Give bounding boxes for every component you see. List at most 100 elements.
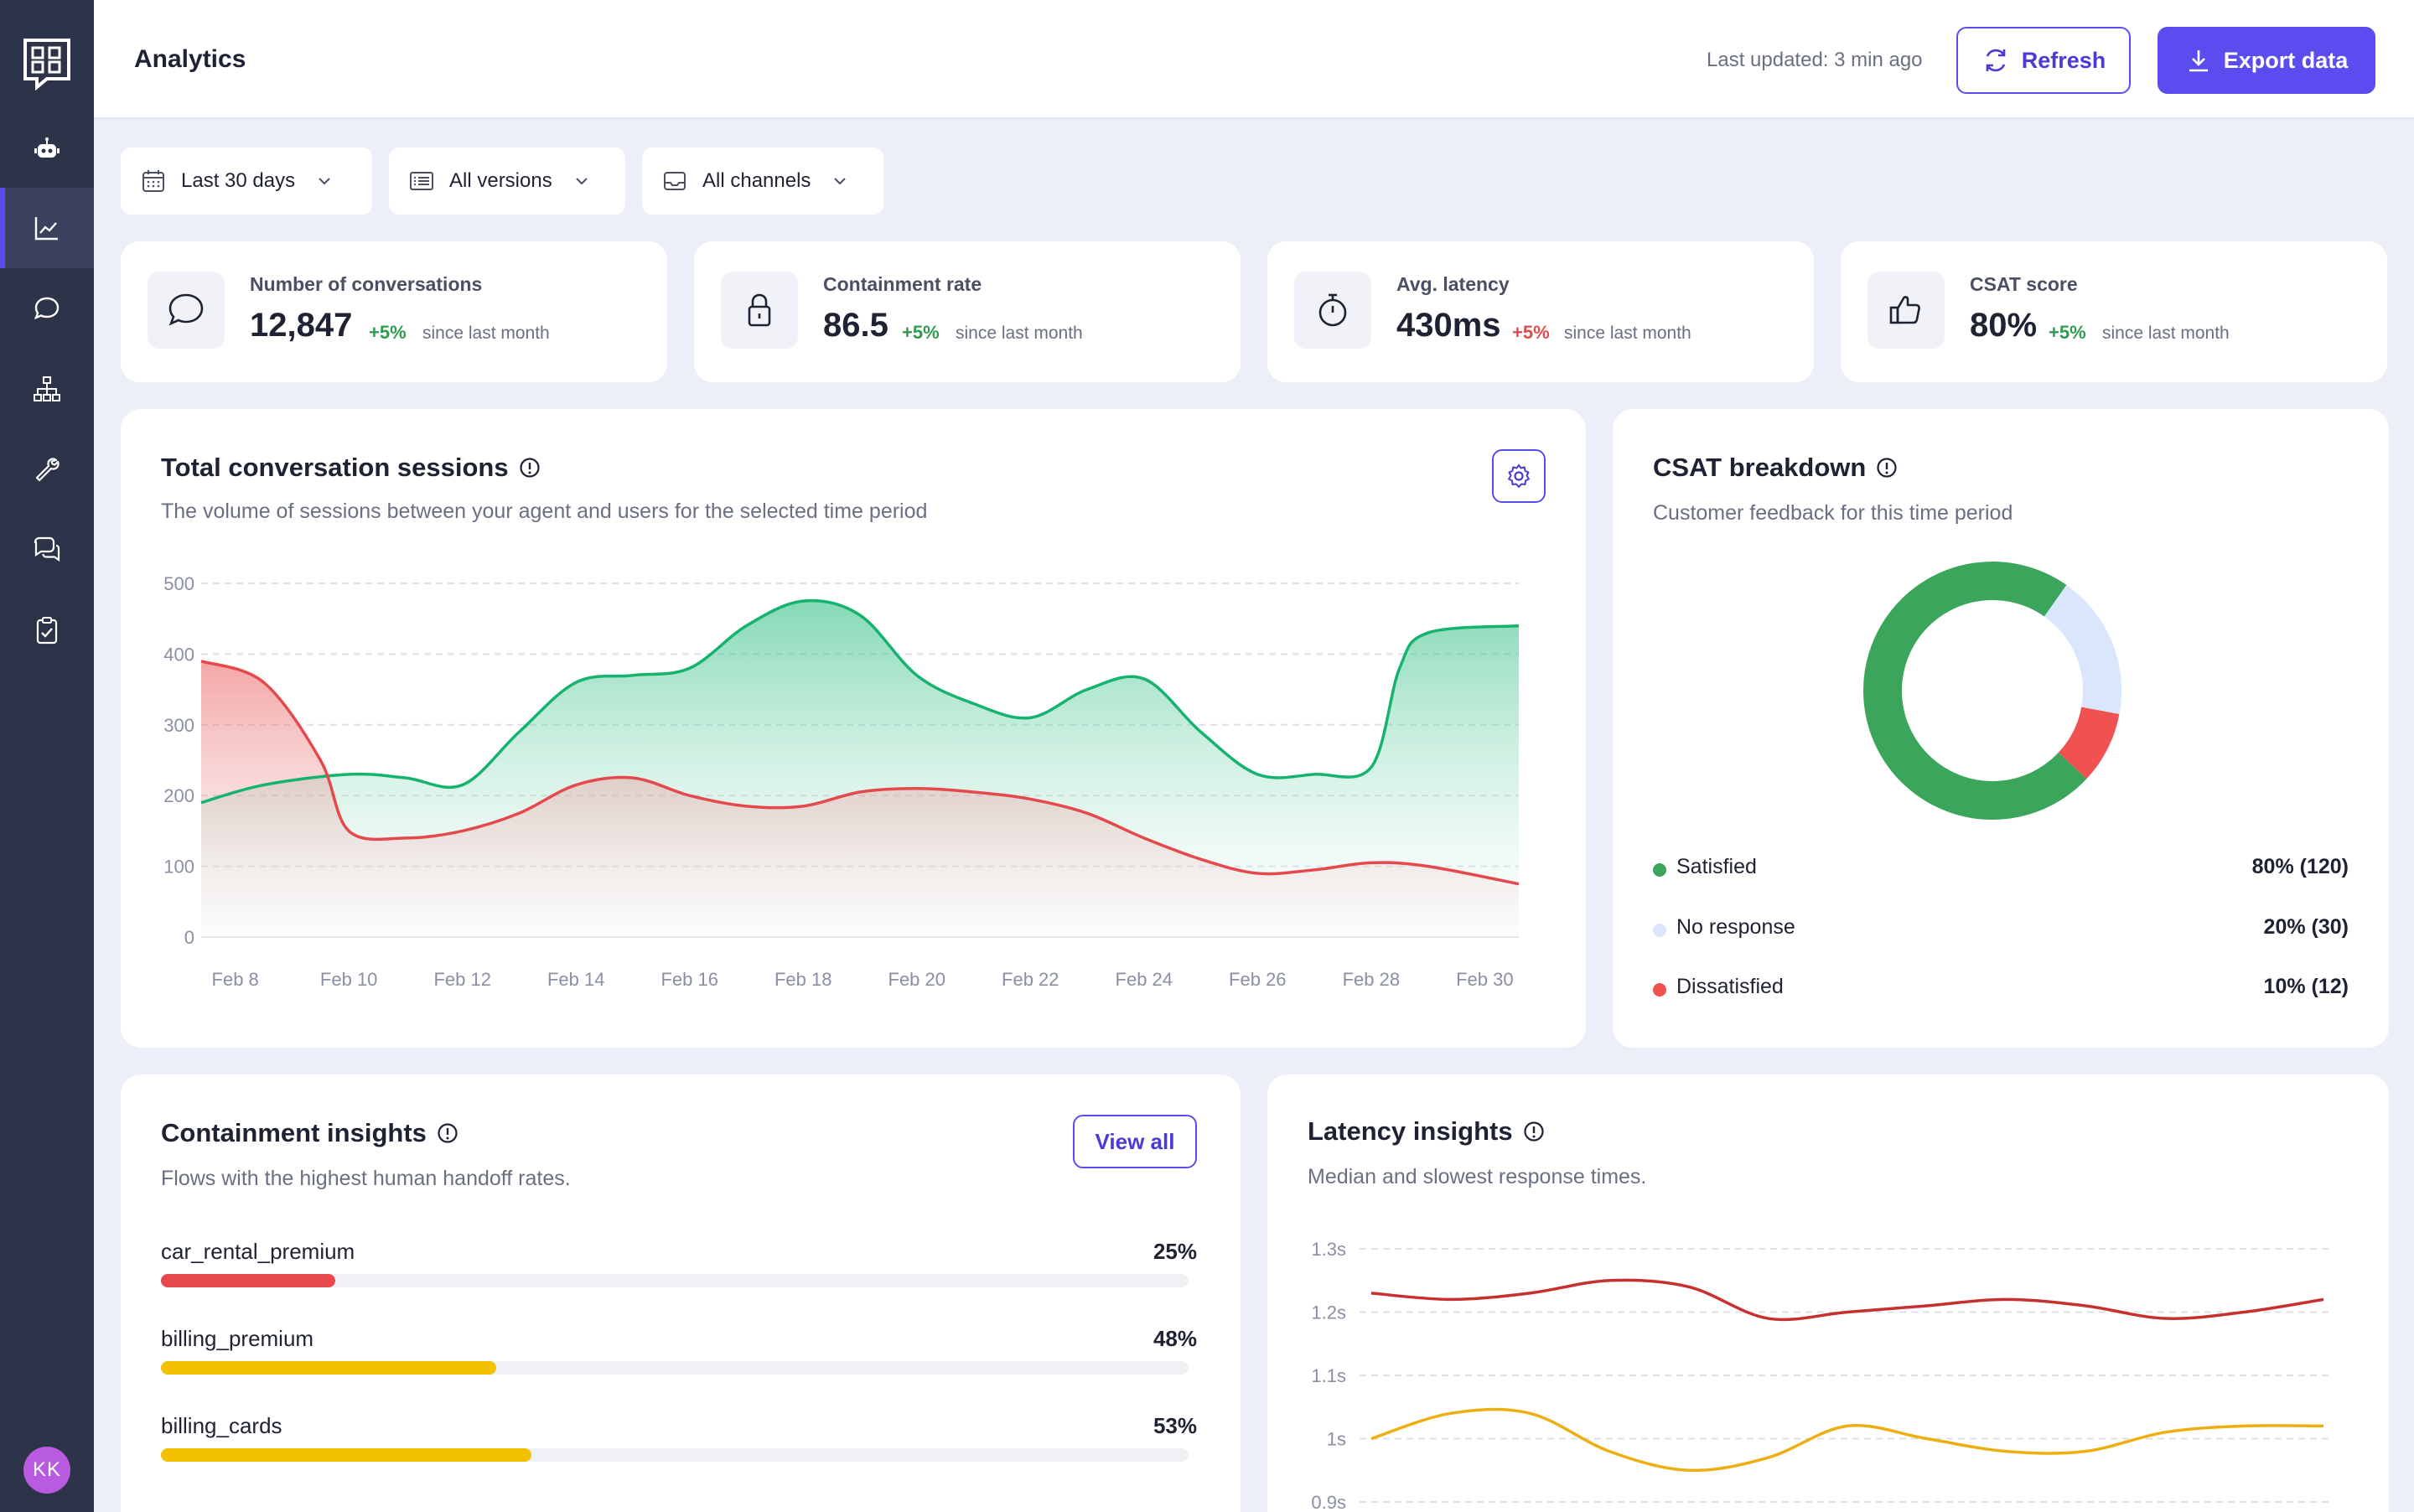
sidebar-item-conversations[interactable] bbox=[0, 510, 94, 590]
csat-title-text: CSAT breakdown bbox=[1653, 453, 1867, 482]
list-icon bbox=[410, 172, 433, 190]
kpi-since: since last month bbox=[422, 324, 550, 343]
flow-bar bbox=[161, 1361, 497, 1375]
x-tick-label: Feb 24 bbox=[1116, 969, 1173, 990]
chevron-down-icon bbox=[319, 178, 330, 185]
x-tick-label: Feb 14 bbox=[547, 969, 605, 990]
kpi-label: CSAT score bbox=[1970, 273, 2078, 295]
version-filter[interactable]: All versions bbox=[389, 148, 625, 215]
sidebar: KK bbox=[0, 0, 94, 1512]
sessions-subtitle: The volume of sessions between your agen… bbox=[161, 500, 928, 523]
inbox-icon bbox=[664, 172, 686, 190]
flow-percent: 53% bbox=[1153, 1413, 1197, 1438]
flow-track bbox=[161, 1274, 1189, 1287]
speech-bubble-icon bbox=[168, 293, 204, 326]
chat-icon bbox=[34, 297, 60, 320]
csat-subtitle: Customer feedback for this time period bbox=[1653, 501, 2013, 525]
sidebar-item-analytics[interactable] bbox=[0, 188, 94, 268]
date-range-filter[interactable]: Last 30 days bbox=[121, 148, 372, 215]
containment-title: Containment insights bbox=[161, 1118, 458, 1148]
y-tick-label: 300 bbox=[163, 715, 194, 736]
view-all-button[interactable]: View all bbox=[1073, 1115, 1197, 1168]
legend-value: 80% (120) bbox=[2251, 855, 2349, 878]
flow-name: billing_cards bbox=[161, 1413, 282, 1438]
kpi-value: 430ms bbox=[1396, 307, 1501, 344]
info-icon[interactable] bbox=[519, 457, 541, 479]
kpi-icon-box bbox=[1867, 272, 1945, 349]
flows-icon bbox=[34, 376, 60, 401]
latency-panel: Latency insights Median and slowest resp… bbox=[1267, 1074, 2389, 1512]
info-icon[interactable] bbox=[1523, 1121, 1545, 1142]
sidebar-item-checklist[interactable] bbox=[0, 590, 94, 671]
latency-title: Latency insights bbox=[1308, 1116, 1545, 1147]
chevron-down-icon bbox=[834, 178, 847, 185]
legend-label: Satisfied bbox=[1676, 855, 1757, 878]
kpi-value: 80% bbox=[1970, 307, 2038, 344]
series-area-red bbox=[201, 660, 1519, 937]
latency-subtitle: Median and slowest response times. bbox=[1308, 1165, 1647, 1188]
x-tick-label: Feb 30 bbox=[1456, 969, 1514, 990]
series-line-green bbox=[200, 598, 1520, 805]
kpi-icon-box bbox=[1294, 272, 1371, 349]
kpi-value: 12,847 bbox=[250, 307, 353, 344]
x-tick-label: Feb 8 bbox=[212, 969, 259, 990]
gear-icon bbox=[1508, 464, 1530, 488]
legend-value: 10% (12) bbox=[2263, 975, 2349, 998]
calendar-icon bbox=[142, 170, 164, 192]
csat-title: CSAT breakdown bbox=[1653, 453, 1898, 483]
csat-panel: CSAT breakdown Customer feedback for thi… bbox=[1613, 409, 2389, 1048]
header: Analytics Last updated: 3 min ago Refres… bbox=[94, 0, 2414, 119]
sessions-chart: 0 100 200 300 400 500 Feb 8 Feb 10 Feb 12 Feb 14 F… bbox=[163, 573, 1520, 990]
sidebar-item-chat[interactable] bbox=[0, 268, 94, 349]
kpi-delta: +5% bbox=[2049, 322, 2086, 343]
info-icon[interactable] bbox=[437, 1122, 458, 1144]
kpi-label: Avg. latency bbox=[1396, 273, 1510, 295]
kpi-icon-box bbox=[148, 272, 225, 349]
x-tick-label: Feb 12 bbox=[433, 969, 491, 990]
rasa-logo[interactable] bbox=[22, 37, 72, 91]
sidebar-item-bot[interactable] bbox=[0, 109, 94, 189]
latency-chart: 0.9s 1s 1.1s 1.2s 1.3s bbox=[1311, 1239, 2334, 1512]
channel-filter[interactable]: All channels bbox=[642, 148, 883, 215]
flow-track bbox=[161, 1361, 1189, 1375]
sidebar-item-flows[interactable] bbox=[0, 349, 94, 429]
chart-settings-button[interactable] bbox=[1492, 449, 1546, 503]
sidebar-item-tools[interactable] bbox=[0, 429, 94, 510]
flow-name: car_rental_premium bbox=[161, 1239, 355, 1264]
flow-bar bbox=[161, 1274, 336, 1287]
checklist-icon bbox=[36, 617, 58, 645]
y-tick-label: 0.9s bbox=[1311, 1492, 1346, 1512]
conversations-icon bbox=[34, 536, 60, 562]
x-tick-label: Feb 26 bbox=[1229, 969, 1287, 990]
y-tick-label: 0 bbox=[184, 927, 194, 948]
kpi-value: 86.5 bbox=[823, 307, 888, 344]
legend-label: No response bbox=[1676, 915, 1795, 939]
kpi-delta: +5% bbox=[902, 322, 940, 343]
y-tick-label: 200 bbox=[163, 785, 194, 806]
export-button[interactable]: Export data bbox=[2158, 27, 2375, 94]
x-tick-label: Feb 18 bbox=[774, 969, 832, 990]
latency-title-text: Latency insights bbox=[1308, 1116, 1513, 1146]
stopwatch-icon bbox=[1318, 293, 1347, 327]
refresh-icon bbox=[1986, 49, 2006, 72]
legend-label: Dissatisfied bbox=[1676, 975, 1784, 998]
legend-dot bbox=[1653, 983, 1666, 997]
avatar[interactable]: KK bbox=[23, 1447, 70, 1494]
y-tick-label: 100 bbox=[163, 857, 194, 878]
x-tick-label: Feb 10 bbox=[320, 969, 378, 990]
containment-subtitle: Flows with the highest human handoff rat… bbox=[161, 1167, 571, 1190]
wrench-icon bbox=[35, 458, 60, 482]
y-tick-label: 1.3s bbox=[1311, 1239, 1346, 1260]
last-updated: Last updated: 3 min ago bbox=[1707, 49, 1923, 71]
info-icon[interactable] bbox=[1876, 457, 1898, 479]
download-icon bbox=[2189, 50, 2208, 72]
kpi-since: since last month bbox=[1564, 324, 1691, 343]
latency-line-slowest bbox=[1370, 1278, 2324, 1322]
thumbs-up-icon bbox=[1889, 296, 1920, 324]
legend-dot bbox=[1653, 863, 1666, 877]
donut-slice-no-response bbox=[2044, 584, 2121, 714]
flow-percent: 48% bbox=[1153, 1326, 1197, 1351]
refresh-button[interactable]: Refresh bbox=[1956, 27, 2131, 94]
kpi-delta: +5% bbox=[369, 322, 407, 343]
y-tick-label: 1.2s bbox=[1311, 1302, 1346, 1323]
